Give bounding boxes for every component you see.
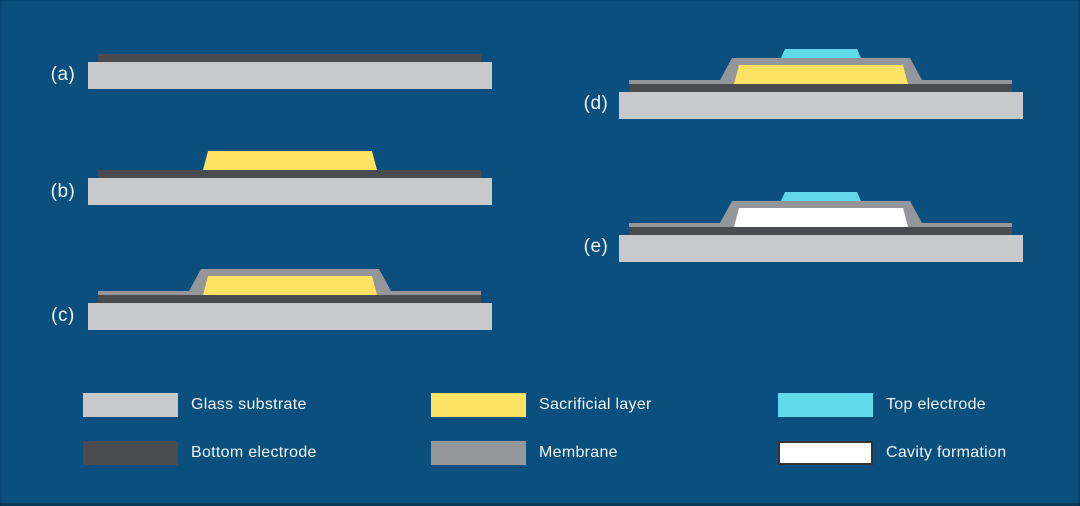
sacrificial-layer <box>203 276 377 295</box>
sacrificial-layer <box>203 151 377 170</box>
step-label-d: (d) <box>583 93 609 114</box>
bottom-electrode-layer <box>98 54 481 62</box>
process-step-e <box>619 179 1023 263</box>
sacrificial-layer <box>734 65 908 84</box>
process-step-a <box>88 6 492 90</box>
cavity-formation-layer <box>734 208 908 227</box>
process-step-d <box>619 36 1023 120</box>
legend-label: Top electrode <box>886 396 986 413</box>
legend-item-glass-substrate: Glass substrate <box>83 393 307 417</box>
step-label-b: (b) <box>50 181 76 202</box>
glass-substrate-layer <box>88 62 492 89</box>
legend-label: Membrane <box>539 444 618 461</box>
legend-label: Cavity formation <box>886 444 1007 461</box>
process-step-c <box>88 247 492 331</box>
process-step-b <box>88 122 492 206</box>
bottom-electrode-layer <box>629 84 1012 92</box>
legend-item-sacrificial-layer: Sacrificial layer <box>431 393 652 417</box>
glass-substrate-layer <box>88 178 492 205</box>
glass-substrate-layer <box>619 92 1023 119</box>
legend-item-membrane: Membrane <box>431 441 618 465</box>
glass-substrate-layer <box>619 235 1023 262</box>
glass-substrate-layer <box>88 303 492 330</box>
glass-substrate-swatch <box>83 393 178 417</box>
bottom-electrode-layer <box>98 295 481 303</box>
sacrificial-layer-swatch <box>431 393 526 417</box>
legend-label: Sacrificial layer <box>539 396 652 413</box>
step-label-e: (e) <box>583 236 609 257</box>
legend-item-bottom-electrode: Bottom electrode <box>83 441 317 465</box>
legend-item-top-electrode: Top electrode <box>778 393 986 417</box>
top-electrode-layer <box>781 49 861 58</box>
top-electrode-swatch <box>778 393 873 417</box>
step-label-a: (a) <box>50 64 76 85</box>
bottom-electrode-swatch <box>83 441 178 465</box>
legend-item-cavity-formation: Cavity formation <box>778 441 1006 465</box>
bottom-electrode-layer <box>98 170 481 178</box>
membrane-swatch <box>431 441 526 465</box>
top-electrode-layer <box>781 192 861 201</box>
step-label-c: (c) <box>51 305 75 326</box>
legend-label: Glass substrate <box>191 396 307 413</box>
bottom-electrode-layer <box>629 227 1012 235</box>
cavity-formation-swatch <box>778 441 873 465</box>
legend-label: Bottom electrode <box>191 444 317 461</box>
